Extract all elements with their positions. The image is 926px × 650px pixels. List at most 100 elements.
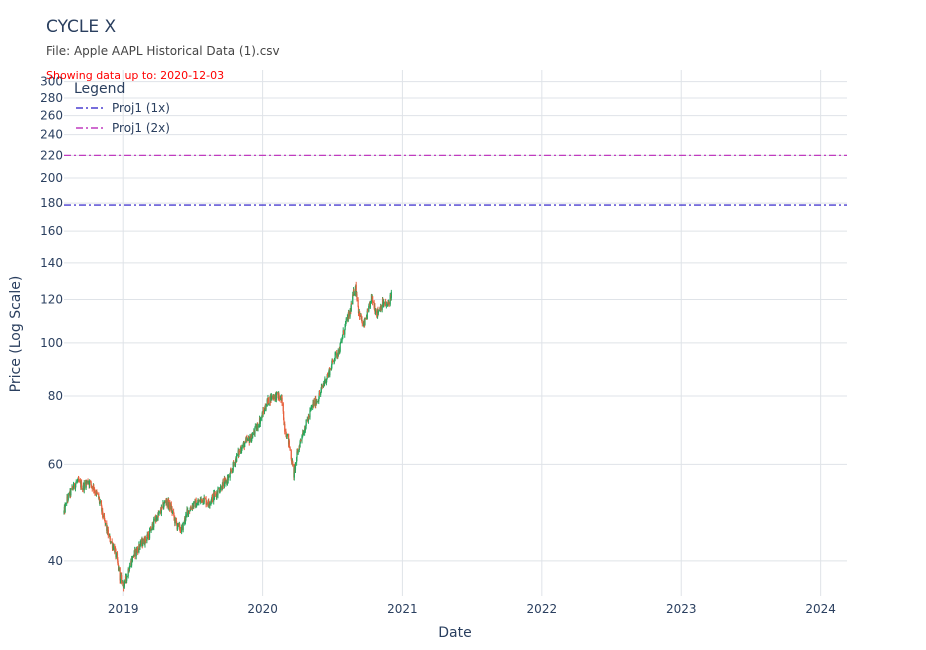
candle-body <box>347 314 349 322</box>
candle <box>182 521 184 533</box>
y-tick-labels: 40 60 80 100 120 140 160 180 200 220 240 260 280 300 <box>40 75 63 568</box>
candle <box>185 511 187 522</box>
candle-body <box>302 433 305 435</box>
candle <box>292 460 294 467</box>
candle <box>126 575 128 578</box>
candle-body <box>102 514 104 518</box>
candle-body <box>161 506 163 508</box>
candle <box>260 416 262 421</box>
candle-body <box>342 330 345 335</box>
candle-body <box>375 310 377 314</box>
candle-body <box>230 470 232 472</box>
candle <box>348 310 350 320</box>
candle-body <box>254 427 256 434</box>
legend-label-proj1-1x[interactable]: Proj1 (1x) <box>112 101 170 115</box>
candle-body <box>211 497 213 502</box>
candle <box>361 319 363 327</box>
candle-body <box>241 446 243 450</box>
candle-body <box>138 544 140 553</box>
candle <box>310 404 313 410</box>
candle <box>163 500 166 504</box>
candle <box>198 499 200 502</box>
candle-body <box>144 536 146 541</box>
candle-body <box>286 434 288 439</box>
candle-body <box>320 391 322 395</box>
candle-body <box>75 483 77 485</box>
candle <box>238 448 240 455</box>
candle-body <box>331 363 333 369</box>
candle-body <box>388 301 390 305</box>
x-tick-label: 2024 <box>805 602 836 616</box>
candle <box>217 486 219 499</box>
candle <box>254 423 256 429</box>
x-tick-labels: 2019 2020 2021 2022 2023 2024 <box>108 602 836 616</box>
candle-body <box>165 501 167 504</box>
candle-body <box>367 310 369 312</box>
candle <box>134 548 136 560</box>
candle-body <box>195 505 198 508</box>
candle-body <box>222 481 224 487</box>
candle-body <box>163 506 165 509</box>
y-tick-label: 220 <box>40 148 63 162</box>
candle-body <box>64 504 66 512</box>
candle-body <box>94 490 96 493</box>
candle <box>133 550 135 557</box>
candle-body <box>308 415 310 418</box>
candle-body <box>208 500 210 504</box>
candle-body <box>324 378 326 384</box>
candle <box>246 437 248 442</box>
candle-body <box>128 571 130 573</box>
candle-body <box>175 517 177 523</box>
candle-body <box>268 403 270 405</box>
candle-body <box>97 493 99 495</box>
candle <box>321 384 323 390</box>
candle <box>118 565 120 572</box>
candle-body <box>115 553 117 558</box>
candle-body <box>86 480 88 483</box>
candle-body <box>90 484 93 487</box>
candle-body <box>158 511 160 514</box>
candle-body <box>184 518 186 522</box>
candle <box>211 493 214 503</box>
candle <box>342 334 344 340</box>
candle-body <box>220 486 222 490</box>
candle-body <box>278 397 281 400</box>
candle-body <box>67 494 69 501</box>
candle-body <box>342 334 344 338</box>
candle-body <box>221 482 224 490</box>
candle-body <box>244 443 246 448</box>
candle <box>273 394 275 401</box>
candle <box>289 446 291 451</box>
candle-body <box>336 354 339 356</box>
candle <box>380 304 382 312</box>
candle <box>169 500 171 513</box>
x-tick-label: 2022 <box>527 602 558 616</box>
candle-body <box>131 555 133 562</box>
candle <box>357 297 359 308</box>
legend[interactable]: Legend Proj1 (1x) Proj1 (2x) <box>74 81 170 135</box>
candle <box>350 300 352 313</box>
candle-body <box>109 536 111 543</box>
candle-body <box>304 428 306 434</box>
candle-body <box>281 397 283 404</box>
candle <box>75 479 77 484</box>
candle-body <box>369 300 371 308</box>
legend-label-proj1-2x[interactable]: Proj1 (2x) <box>112 121 170 135</box>
candle-body <box>227 477 229 481</box>
candle-body <box>209 503 211 506</box>
candle-body <box>331 359 334 361</box>
candle-body <box>329 368 331 376</box>
candle-body <box>179 524 181 530</box>
candle <box>123 579 125 589</box>
candle-body <box>91 486 93 490</box>
candle <box>94 488 96 496</box>
candle-body <box>147 534 150 539</box>
candle-body <box>118 567 120 571</box>
candle-body <box>198 499 200 502</box>
candle-body <box>333 359 336 361</box>
candle <box>329 367 331 371</box>
candle <box>300 439 302 442</box>
candle-body <box>152 522 154 529</box>
candle-body <box>203 497 206 499</box>
